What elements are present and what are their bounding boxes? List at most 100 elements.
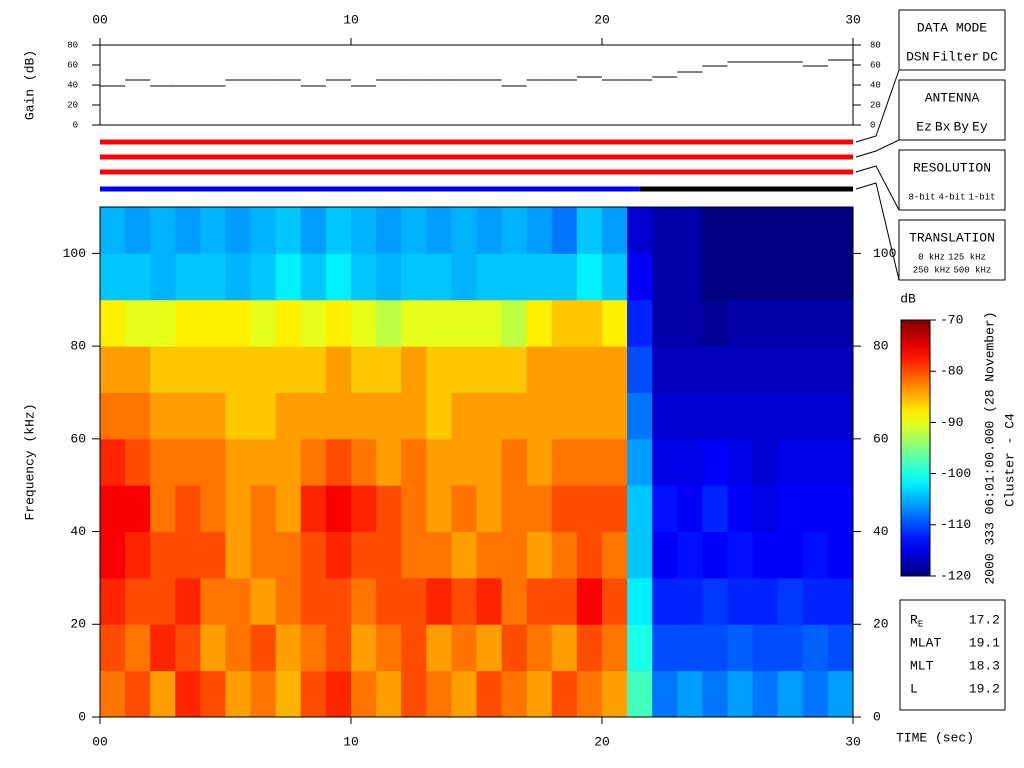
spectrogram-cell <box>627 346 653 393</box>
spectrogram-cell <box>401 207 427 254</box>
spectrogram-cell <box>225 253 252 301</box>
spectrogram-cell <box>275 438 302 486</box>
spectrogram-cell <box>426 253 452 301</box>
annotation: 2000 333 06:01:00.000 (28 November) <box>982 311 997 584</box>
spectrogram-cell <box>526 346 553 393</box>
spectrogram-cell <box>401 485 427 533</box>
y-tick-label: 0 <box>873 709 881 724</box>
spectrogram-cell <box>501 346 528 393</box>
spectrogram-cell <box>275 346 302 393</box>
spectrogram-cell <box>150 577 176 625</box>
x-tick-label: 00 <box>92 12 108 27</box>
spectrogram-cell <box>150 299 176 347</box>
spectrogram-cell <box>451 438 477 486</box>
spectrogram-cell <box>351 253 377 301</box>
spectrogram-cell <box>677 346 703 393</box>
spectrogram-cell <box>652 253 678 301</box>
spectrogram-cell <box>275 577 302 625</box>
y-tick-label: 20 <box>70 617 86 632</box>
spectrogram-cell <box>150 253 176 301</box>
status-bar <box>100 139 853 145</box>
spectrogram-cell <box>325 346 352 393</box>
spectrogram-cell <box>551 670 578 718</box>
panel-title: DATA MODE <box>917 20 987 35</box>
spectrogram-cell <box>150 670 176 718</box>
spectrogram-cell <box>401 577 427 625</box>
spectrogram-cell <box>125 531 151 579</box>
spectrogram-cell <box>702 485 728 533</box>
panel-item: 0 kHz <box>918 252 945 262</box>
spectrogram-cell <box>225 624 252 672</box>
spectrogram-cell <box>175 438 201 486</box>
panel-item: Filter <box>932 49 979 64</box>
colorbar-tick-label: -110 <box>940 517 971 532</box>
spectrogram-cell <box>602 531 628 579</box>
spectrogram-cell <box>476 577 503 625</box>
spectrogram-cell <box>225 485 252 533</box>
spectrogram-cell <box>827 438 854 486</box>
spectrogram-cell <box>300 207 327 254</box>
spectrogram-cell <box>100 624 126 672</box>
spectrogram-cell <box>827 207 854 254</box>
spectrogram-cell <box>200 299 226 347</box>
spectrogram-cell <box>300 485 327 533</box>
spectrogram-cell <box>451 253 477 301</box>
spectrogram-cell <box>677 485 703 533</box>
spectrogram-cell <box>627 253 653 301</box>
info-value: 19.2 <box>969 681 1000 696</box>
spectrogram-cell <box>250 485 277 533</box>
spectrogram-cell <box>627 531 653 579</box>
spectrogram-cell <box>175 392 201 440</box>
spectrogram-cell <box>576 577 603 625</box>
spectrogram-cell <box>727 346 754 393</box>
spectrogram-cell <box>802 624 829 672</box>
y-tick-label: 40 <box>67 80 78 90</box>
spectrogram-cell <box>351 670 377 718</box>
spectrogram-cell <box>526 670 553 718</box>
spectrogram-cell <box>376 485 402 533</box>
spectrogram-cell <box>451 670 477 718</box>
gain-axis-label: Gain (dB) <box>22 50 37 120</box>
y-tick-label: 60 <box>870 60 881 70</box>
spectrogram-cell <box>602 485 628 533</box>
spectrogram-cell <box>225 577 252 625</box>
panel-item: Ez <box>916 119 932 134</box>
spectrogram-cell <box>200 670 226 718</box>
panel-item: DC <box>982 49 998 64</box>
spectrogram-cell <box>576 299 603 347</box>
spectrogram-cell <box>476 346 503 393</box>
y-tick-label: 80 <box>67 40 78 50</box>
spectrogram-cell <box>401 670 427 718</box>
x-tick-label: 20 <box>594 12 610 27</box>
spectrogram-cell <box>777 299 804 347</box>
spectrogram-cell <box>200 438 226 486</box>
spectrogram-cell <box>551 207 578 254</box>
spectrogram-cell <box>827 531 854 579</box>
spectrogram-cell <box>551 253 578 301</box>
spectrogram-cell <box>777 253 804 301</box>
spectrogram-cell <box>200 577 226 625</box>
panel-box <box>898 79 1006 141</box>
spectrogram-cell <box>727 577 754 625</box>
status-bar <box>100 154 853 160</box>
spectrogram-cell <box>100 207 126 254</box>
spectrogram-cell <box>225 531 252 579</box>
spectrogram-cell <box>777 438 804 486</box>
spectrogram-cell <box>727 392 754 440</box>
spectrogram-cell <box>476 485 503 533</box>
spectrogram-cell <box>175 577 201 625</box>
spectrogram-cell <box>200 485 226 533</box>
spectrogram-cell <box>125 670 151 718</box>
spectrogram-cell <box>250 438 277 486</box>
spectrogram-cell <box>677 392 703 440</box>
spectrogram-cell <box>401 624 427 672</box>
spectrogram-cell <box>476 438 503 486</box>
y-tick-label: 0 <box>73 120 78 130</box>
spectrogram-cell <box>501 485 528 533</box>
spectrogram-cell <box>150 531 176 579</box>
spectrogram-cell <box>426 438 452 486</box>
spectrogram-cell <box>351 392 377 440</box>
spectrogram-cell <box>727 438 754 486</box>
spectrogram-cell <box>652 392 678 440</box>
spectrogram-cell <box>150 485 176 533</box>
